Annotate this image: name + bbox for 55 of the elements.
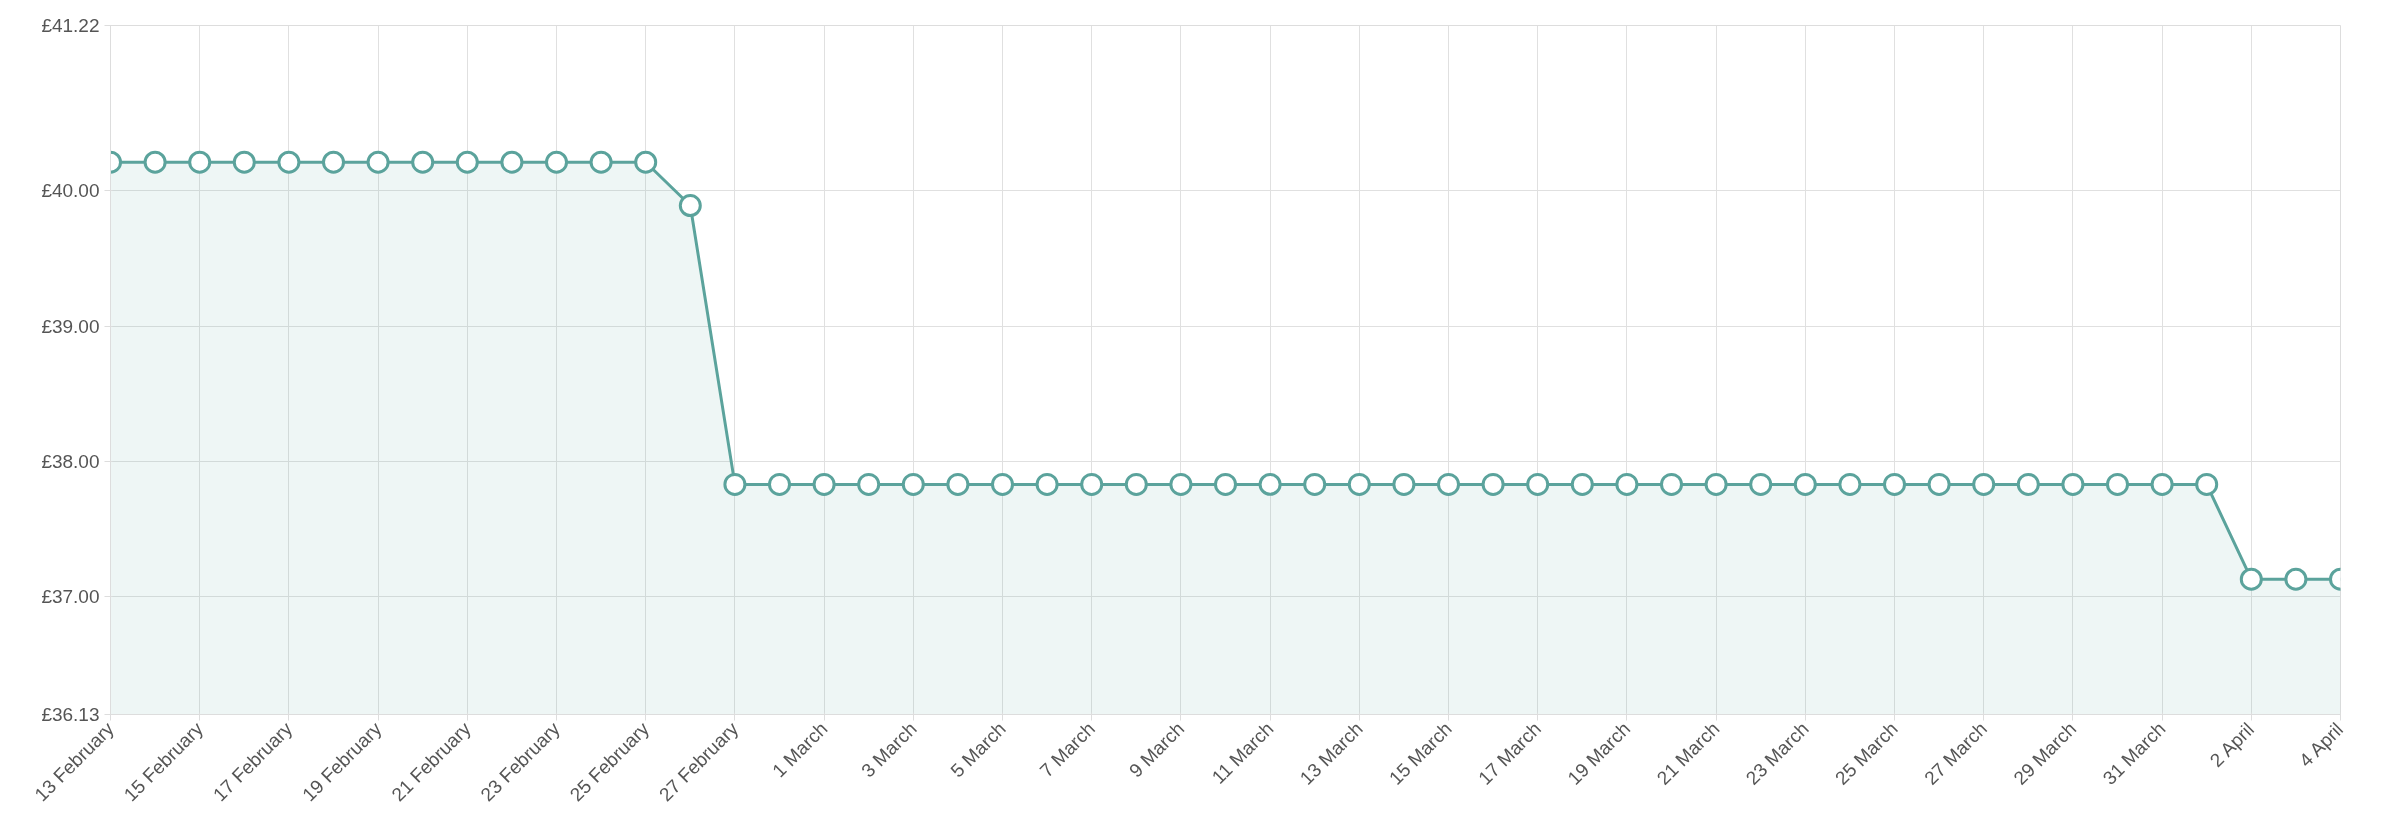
y-tick-label: £39.00 <box>41 315 100 337</box>
point <box>188 150 212 174</box>
point <box>1169 472 1193 496</box>
point <box>901 472 925 496</box>
point <box>589 150 613 174</box>
point <box>812 472 836 496</box>
point <box>455 150 479 174</box>
point <box>1080 472 1104 496</box>
y-tick-label: £40.00 <box>41 180 100 202</box>
point <box>1838 472 1862 496</box>
point <box>1570 472 1594 496</box>
y-tick-label: £37.00 <box>41 586 100 608</box>
point <box>857 472 881 496</box>
y-tick-label: £36.13 <box>41 704 100 725</box>
point <box>2016 472 2040 496</box>
point <box>1481 472 1505 496</box>
point <box>2239 567 2263 591</box>
point <box>143 150 167 174</box>
point <box>1124 472 1148 496</box>
point <box>1392 472 1416 496</box>
point <box>1972 472 1996 496</box>
point <box>2061 472 2085 496</box>
point <box>545 150 568 174</box>
point <box>2195 472 2219 496</box>
point <box>232 150 256 174</box>
point <box>2106 472 2129 496</box>
point <box>946 472 970 496</box>
y-tick-label: £38.00 <box>41 450 100 472</box>
y-tick-label: £41.22 <box>41 15 100 36</box>
point <box>1258 472 1282 496</box>
point <box>1660 472 1683 496</box>
point <box>991 472 1014 496</box>
point <box>1793 472 1817 496</box>
point <box>277 150 301 174</box>
point <box>678 194 702 218</box>
point <box>411 150 435 174</box>
point <box>500 150 524 174</box>
point <box>723 472 747 496</box>
point <box>366 150 390 174</box>
point <box>1526 472 1550 496</box>
point <box>2150 472 2174 496</box>
point <box>1749 472 1773 496</box>
point <box>634 150 658 174</box>
point <box>1927 472 1951 496</box>
point <box>1437 472 1460 496</box>
point <box>1704 472 1728 496</box>
point <box>768 472 791 496</box>
point <box>1347 472 1371 496</box>
point <box>1883 472 1906 496</box>
point <box>2284 567 2308 591</box>
point <box>1214 472 1237 496</box>
point <box>1615 472 1639 496</box>
point <box>1303 472 1327 496</box>
point <box>322 150 345 174</box>
point <box>1035 472 1059 496</box>
